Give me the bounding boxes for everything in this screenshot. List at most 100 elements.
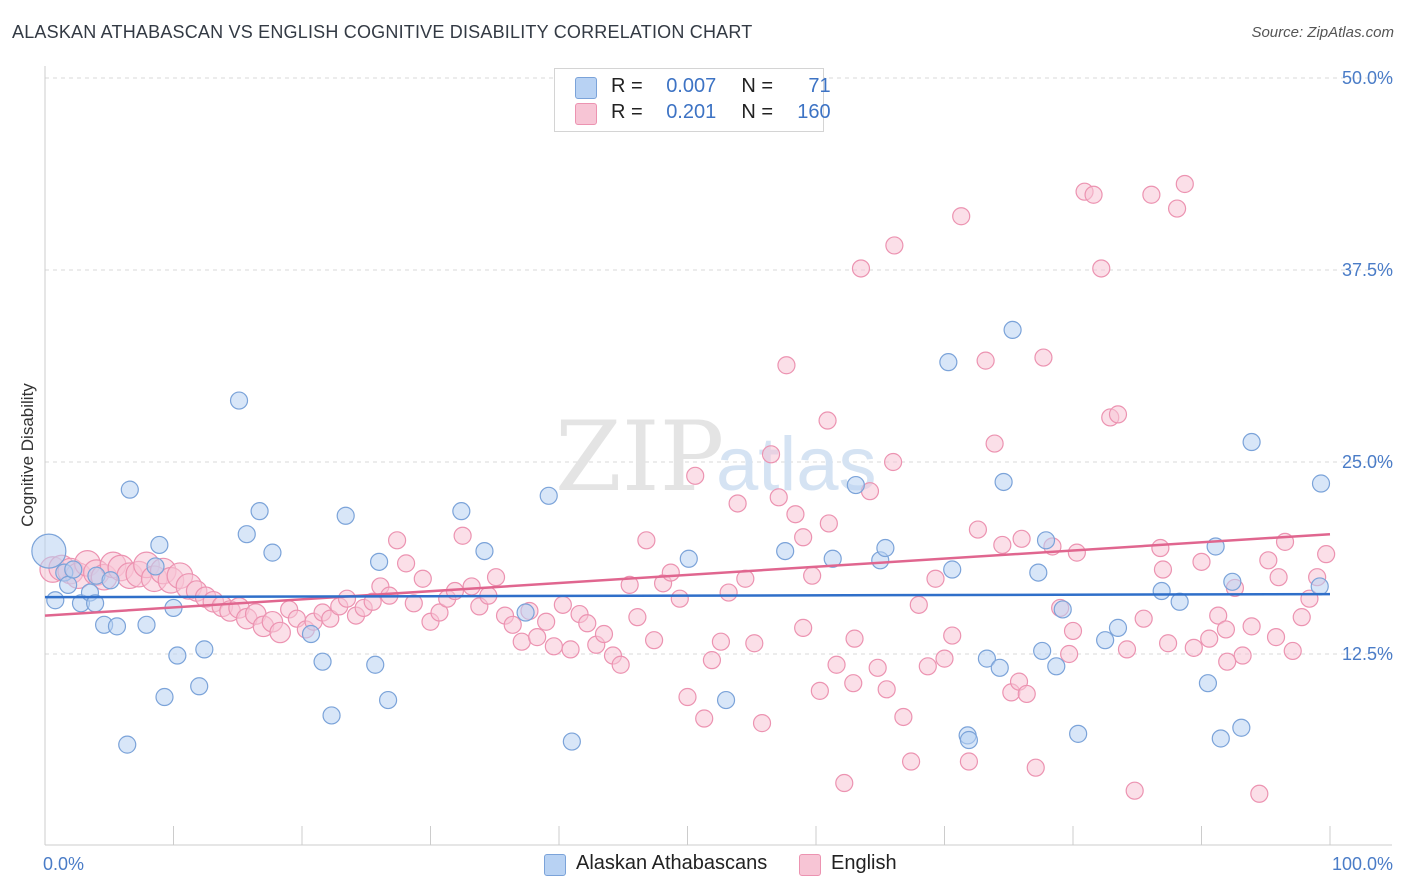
athabascan-point (990, 658, 1009, 677)
english-point (1060, 644, 1079, 664)
athabascan-trend-line (44, 592, 1331, 599)
athabascan-point (539, 486, 558, 505)
english-point (1266, 628, 1286, 647)
correlation-legend: R = 0.007 N = 71 R = 0.201 N = 160 (554, 68, 831, 132)
english-point (611, 655, 630, 674)
english-point (1117, 640, 1137, 659)
athabascan-point (1003, 320, 1022, 340)
r-value: 0.007 (666, 75, 717, 97)
athabascan-point (150, 535, 169, 555)
r-value: 0.201 (666, 101, 717, 123)
athabascan-point (336, 506, 355, 525)
english-point (794, 618, 813, 637)
athabascan-point (1053, 600, 1072, 619)
english-point (1067, 543, 1086, 562)
athabascan-point (168, 646, 187, 665)
y-tick-label: 12.5% (1342, 644, 1393, 664)
english-point (644, 631, 664, 650)
english-point (918, 657, 937, 676)
athabascan-point (378, 690, 398, 710)
english-point (845, 629, 864, 648)
english-point (1175, 174, 1194, 194)
english-point (578, 614, 597, 633)
athabascan-point (1232, 718, 1251, 737)
english-point (901, 752, 921, 771)
athabascan-point (679, 549, 698, 568)
english-point (835, 773, 854, 793)
chart-title: ALASKAN ATHABASCAN VS ENGLISH COGNITIVE … (12, 22, 753, 42)
english-point (387, 531, 407, 550)
athabascan-point (370, 552, 389, 571)
athabascan-point (46, 591, 65, 610)
english-point (321, 609, 340, 628)
english-point (404, 594, 423, 613)
athabascan-point (959, 730, 979, 750)
athabascan-point (452, 502, 471, 521)
english-point (628, 608, 647, 627)
english-point (1158, 634, 1178, 653)
english-point (1125, 781, 1144, 800)
watermark-zip: ZIP (555, 401, 724, 513)
english-point (844, 674, 863, 693)
english-point (1233, 646, 1252, 665)
athabascan-point (137, 615, 156, 634)
english-swatch (575, 103, 597, 125)
athabascan-point (776, 541, 795, 561)
english-point (952, 207, 971, 226)
english-point (711, 632, 731, 651)
english-point (561, 640, 580, 659)
english-point (413, 569, 432, 588)
english-point (819, 514, 838, 533)
athabascan-point (250, 502, 269, 521)
athabascan-point (59, 575, 78, 594)
athabascan-point (1170, 592, 1189, 611)
english-point (803, 566, 822, 585)
english-point (728, 494, 747, 513)
y-tick-label: 50.0% (1342, 68, 1393, 88)
english-point (810, 681, 829, 700)
athabascan-point (1211, 729, 1230, 748)
english-point (695, 709, 714, 728)
athabascan-point (1223, 572, 1242, 591)
athabascan-point (301, 624, 321, 644)
athabascan-point (229, 391, 249, 410)
english-point (745, 634, 764, 653)
athabascan-swatch (575, 77, 597, 99)
athabascan-point (1033, 641, 1052, 661)
athabascan-point (475, 541, 494, 561)
english-point (909, 595, 928, 614)
athabascan-point (146, 557, 165, 576)
grid-lines (45, 77, 1392, 655)
english-point (1063, 621, 1083, 641)
english-point (1317, 545, 1336, 564)
english-point (1218, 652, 1237, 671)
english-point (1167, 199, 1187, 218)
english-point (1084, 185, 1103, 204)
axes (44, 66, 1392, 846)
english-point (777, 356, 796, 375)
english-point (818, 411, 837, 430)
athabascan-point (943, 560, 962, 579)
english-point (1209, 606, 1228, 625)
athabascan-point (716, 690, 736, 710)
athabascan-point (64, 560, 83, 579)
english-point (661, 563, 680, 582)
english-point (868, 658, 887, 677)
athabascan-point (190, 677, 209, 696)
legend-label: English (831, 852, 897, 874)
english-point (769, 488, 788, 507)
english-point (935, 649, 954, 668)
english-point (1134, 609, 1153, 628)
english-point (993, 535, 1012, 555)
watermark-atlas: atlas (716, 422, 877, 507)
english-point (1192, 552, 1211, 571)
english-point (786, 505, 805, 524)
n-label: N = (741, 75, 774, 97)
english-point (719, 583, 738, 602)
athabascan-point (846, 475, 865, 495)
tick-labels: 12.5% 25.0% 37.5% 50.0% 0.0% 100.0% (43, 68, 1393, 874)
english-point (512, 632, 531, 651)
english-point (1142, 185, 1161, 204)
english-point (959, 752, 979, 771)
